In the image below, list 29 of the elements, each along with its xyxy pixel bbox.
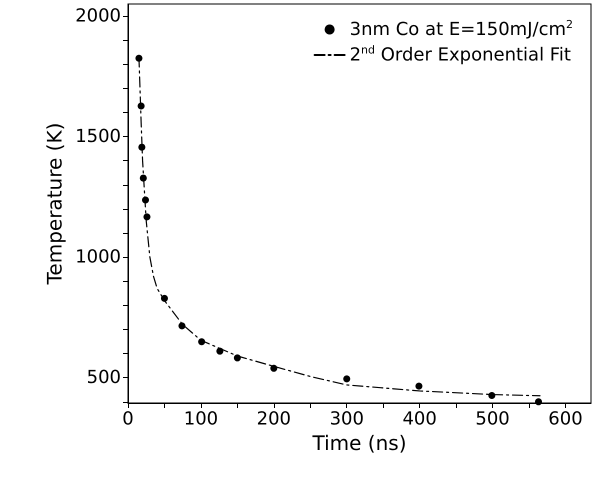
point — [415, 382, 422, 390]
point — [343, 375, 350, 382]
x-tick-label: 500 — [475, 408, 510, 430]
x-tick-label: 400 — [402, 408, 437, 430]
point — [488, 392, 496, 400]
point — [138, 102, 145, 110]
x-tick-label: 100 — [184, 408, 218, 430]
y-axis-title: Temperature (K) — [42, 122, 66, 286]
point — [198, 338, 206, 346]
y-tick-label: 500 — [86, 367, 121, 388]
point — [135, 54, 142, 62]
y-tick-label: 1000 — [75, 246, 121, 268]
point — [216, 348, 224, 355]
point — [535, 398, 542, 406]
y-tick-label: 2000 — [75, 6, 121, 27]
point — [138, 144, 146, 151]
x-tick-label: 0 — [122, 408, 134, 430]
x-tick-label: 200 — [256, 408, 292, 430]
point — [140, 174, 147, 182]
point — [160, 294, 168, 302]
point — [142, 196, 149, 204]
point — [234, 354, 241, 362]
point — [270, 364, 278, 372]
x-tick-label: 600 — [548, 408, 583, 430]
x-axis-title: Time (ns) — [311, 431, 407, 455]
point — [143, 213, 150, 220]
x-tick-label: 300 — [330, 408, 364, 430]
y-tick-label: 1500 — [75, 126, 121, 148]
point — [178, 322, 186, 330]
